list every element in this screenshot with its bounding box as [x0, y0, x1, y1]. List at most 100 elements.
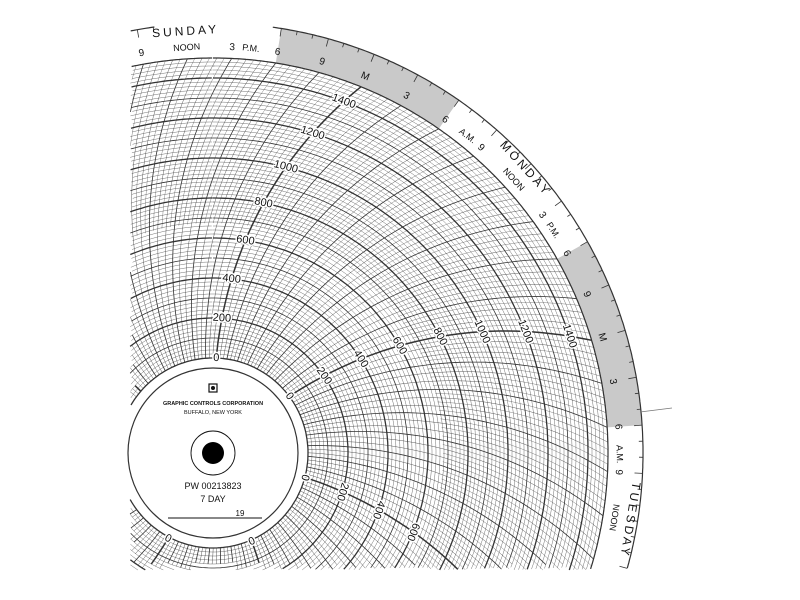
time-line	[187, 60, 254, 225]
band-tick	[442, 90, 446, 95]
time-line	[140, 60, 173, 368]
band-tick	[524, 163, 532, 170]
band-tick	[370, 54, 375, 62]
time-line	[216, 547, 217, 565]
time-line	[157, 58, 203, 365]
band-time-label: 9	[138, 47, 146, 59]
time-line	[277, 271, 565, 384]
time-line	[305, 473, 469, 566]
scale-label: 0	[163, 530, 174, 543]
time-line	[403, 302, 580, 324]
time-line	[203, 547, 207, 564]
value-ring	[129, 309, 357, 570]
band-tick	[548, 187, 553, 192]
value-ring	[132, 165, 501, 569]
time-line	[133, 531, 161, 563]
time-line	[288, 116, 421, 236]
band-tick	[325, 38, 329, 47]
time-line	[320, 151, 469, 250]
grid-edge	[131, 57, 609, 569]
time-line	[300, 490, 406, 567]
time-line	[304, 132, 445, 243]
time-line	[260, 535, 275, 565]
time-line	[438, 410, 608, 465]
band-time-label: A.M.	[615, 445, 625, 464]
time-line	[438, 495, 544, 571]
time-line	[287, 511, 338, 565]
time-line	[423, 357, 601, 377]
band-time-label: M	[596, 332, 609, 343]
time-line	[435, 512, 510, 570]
time-line	[179, 59, 247, 362]
time-line	[280, 109, 408, 234]
time-line	[282, 517, 324, 568]
band-tick	[401, 67, 404, 72]
time-line	[263, 533, 282, 570]
time-line	[284, 308, 583, 392]
value-ring	[132, 61, 605, 570]
time-line	[167, 541, 179, 564]
time-line	[207, 547, 211, 564]
band-tick	[634, 424, 643, 427]
band-tick	[580, 241, 588, 247]
time-line	[432, 384, 607, 421]
value-ring	[132, 173, 493, 570]
time-line	[335, 171, 490, 259]
band-time-label: 9	[475, 142, 487, 154]
value-ring	[129, 265, 401, 571]
time-line	[307, 445, 594, 560]
time-line	[342, 181, 501, 264]
band-tick	[279, 28, 282, 37]
band-time-label: 3	[607, 378, 619, 386]
value-ring	[131, 141, 525, 568]
time-line	[132, 376, 144, 389]
time-line	[159, 540, 176, 569]
time-line	[254, 538, 266, 569]
time-line	[306, 431, 604, 517]
band-tick	[619, 565, 628, 569]
value-ring	[132, 253, 413, 568]
time-line	[307, 441, 598, 545]
outer-edge	[130, 26, 644, 569]
time-line	[134, 514, 142, 521]
time-line	[195, 61, 269, 224]
band-time-label: A.M.	[457, 126, 478, 145]
center-hole	[202, 442, 224, 464]
time-line	[274, 524, 303, 565]
value-ring	[132, 121, 545, 570]
time-line	[212, 67, 298, 224]
time-line	[442, 461, 596, 553]
scale-label: 400	[222, 272, 242, 286]
time-line	[223, 98, 389, 359]
time-line	[307, 455, 547, 565]
time-line	[201, 68, 305, 359]
time-line	[286, 319, 588, 394]
time-line	[142, 535, 166, 569]
band-tick	[567, 213, 571, 217]
time-line	[282, 296, 577, 389]
time-line	[130, 391, 137, 397]
band-time-label: NOON	[607, 503, 621, 531]
scale-label: 800	[253, 195, 273, 210]
day-label: SUNDAY	[152, 22, 220, 40]
time-line	[129, 367, 146, 387]
time-line	[199, 547, 203, 564]
time-line	[263, 209, 525, 373]
time-line	[306, 466, 502, 570]
time-line	[304, 419, 607, 487]
scale-label: 400	[351, 348, 371, 370]
band-tick	[575, 227, 580, 231]
band-tick	[591, 255, 596, 259]
time-line	[134, 385, 142, 392]
band-time-label: NOON	[173, 41, 201, 53]
time-line	[284, 514, 334, 570]
time-line	[442, 452, 599, 538]
band-tick	[629, 361, 634, 363]
time-line	[307, 449, 587, 571]
value-ring	[130, 145, 521, 568]
time-line	[204, 64, 284, 224]
band-tick	[136, 29, 140, 38]
time-line	[356, 203, 520, 274]
